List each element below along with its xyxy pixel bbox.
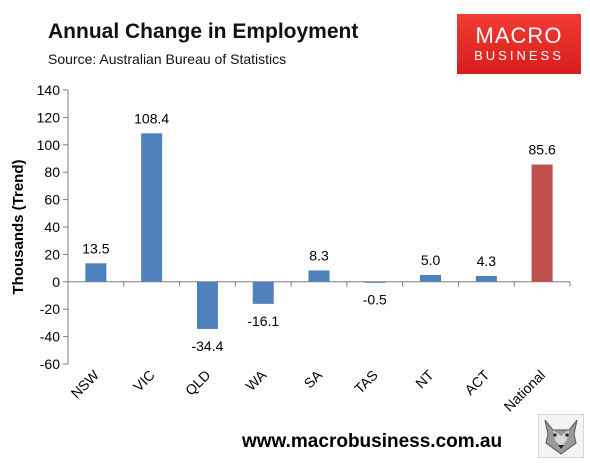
category-label: NT	[412, 366, 437, 391]
category-label: WA	[242, 366, 269, 393]
category-label: ACT	[461, 366, 492, 397]
value-label: 108.4	[134, 110, 169, 126]
value-label: -0.5	[363, 291, 387, 307]
footer-url: www.macrobusiness.com.au	[242, 431, 503, 452]
category-label: QLD	[182, 367, 214, 399]
value-label: 4.3	[477, 253, 497, 269]
value-label: -34.4	[191, 338, 223, 354]
y-tick-label: 80	[44, 164, 60, 180]
category-label: National	[501, 367, 549, 415]
logo-line1: MACRO	[475, 23, 563, 48]
y-axis-title: Thousands (Trend)	[10, 159, 27, 294]
value-label: -16.1	[247, 313, 279, 329]
y-tick-label: 40	[44, 219, 60, 235]
bar-nsw	[85, 263, 107, 282]
value-label: 13.5	[82, 240, 109, 256]
y-tick-label: -40	[40, 329, 60, 345]
value-label: 85.6	[528, 142, 555, 158]
chart-title: Annual Change in Employment	[48, 20, 359, 43]
logo-line2: BUSINESS	[474, 48, 564, 63]
category-label: TAS	[351, 367, 381, 397]
bar-sa	[308, 270, 330, 282]
value-label: 8.3	[309, 247, 329, 263]
bar-wa	[252, 281, 274, 304]
y-tick-label: 0	[52, 274, 60, 290]
category-label: SA	[301, 366, 326, 391]
bar-national	[531, 164, 553, 282]
bar-qld	[196, 281, 218, 329]
bar-tas	[364, 281, 386, 283]
y-tick-label: 20	[44, 246, 60, 262]
category-label: VIC	[130, 367, 158, 395]
bar-nt	[420, 274, 442, 282]
chart-subtitle: Source: Australian Bureau of Statistics	[48, 51, 287, 67]
y-tick-label: 120	[37, 109, 61, 125]
macro-business-logo: MACRO BUSINESS	[457, 14, 581, 74]
y-tick-label: 60	[44, 192, 60, 208]
y-tick-label: 140	[37, 82, 61, 98]
wolf-icon	[538, 414, 584, 458]
y-tick-label: -60	[40, 356, 60, 372]
y-tick-label: 100	[37, 137, 61, 153]
category-label: NSW	[68, 366, 103, 401]
bar-vic	[141, 133, 163, 282]
y-tick-label: -20	[40, 301, 60, 317]
value-label: 5.0	[421, 252, 441, 268]
bar-act	[475, 275, 497, 282]
